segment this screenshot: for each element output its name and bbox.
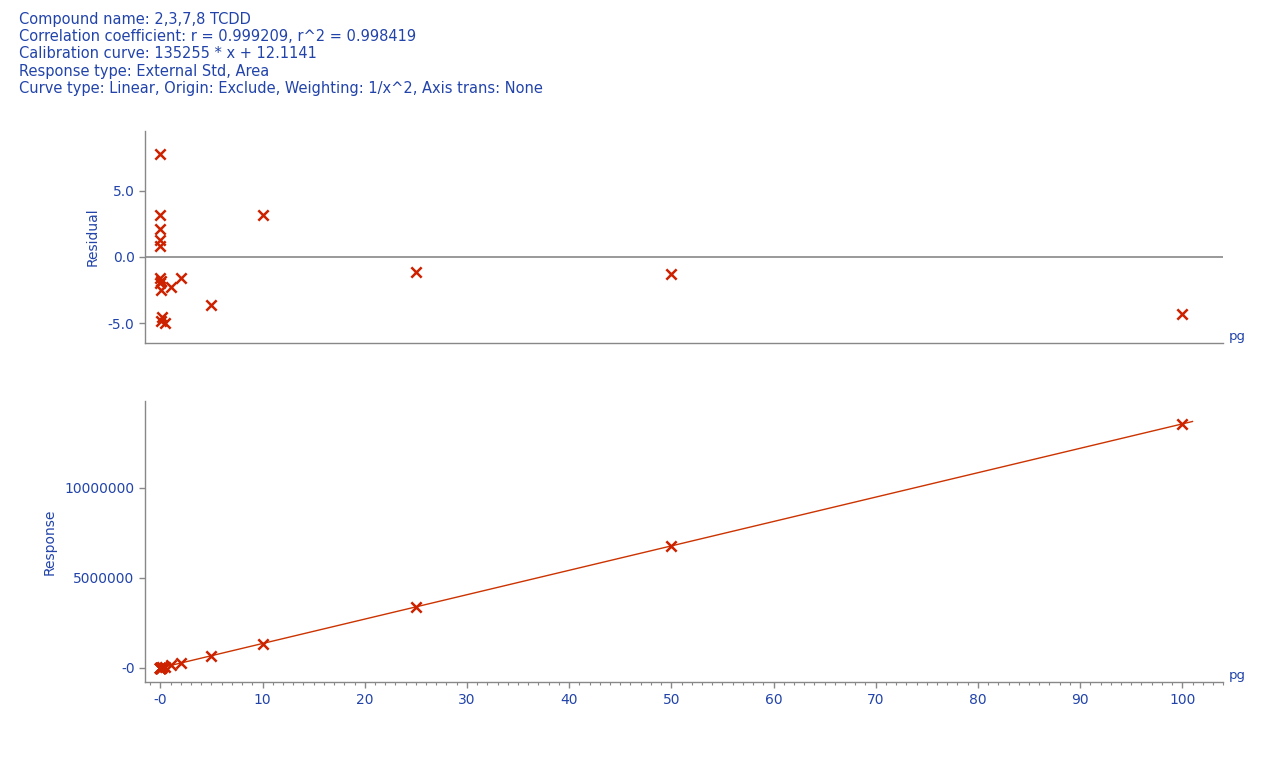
Point bbox=[252, 638, 272, 650]
Point bbox=[661, 540, 681, 552]
Point bbox=[252, 208, 272, 221]
Point bbox=[1173, 308, 1193, 320]
Point bbox=[155, 317, 175, 329]
Point bbox=[151, 662, 171, 674]
Point bbox=[150, 662, 170, 674]
Point bbox=[150, 272, 170, 284]
Point bbox=[150, 147, 170, 160]
Point bbox=[151, 662, 171, 674]
Y-axis label: Residual: Residual bbox=[86, 207, 100, 267]
Point bbox=[150, 662, 170, 674]
Point bbox=[406, 601, 426, 613]
Y-axis label: Response: Response bbox=[42, 508, 57, 575]
Point bbox=[150, 234, 170, 246]
Point bbox=[160, 659, 180, 672]
Point bbox=[150, 223, 170, 235]
Point bbox=[150, 662, 170, 674]
Text: pg: pg bbox=[1228, 669, 1246, 682]
Point bbox=[150, 208, 170, 221]
Point bbox=[150, 662, 170, 674]
Point bbox=[202, 298, 222, 311]
Point bbox=[202, 649, 222, 662]
Point bbox=[150, 662, 170, 674]
Text: Compound name: 2,3,7,8 TCDD
Correlation coefficient: r = 0.999209, r^2 = 0.99841: Compound name: 2,3,7,8 TCDD Correlation … bbox=[19, 12, 542, 96]
Point bbox=[153, 311, 173, 323]
Point bbox=[150, 274, 170, 287]
Point bbox=[150, 662, 170, 674]
Point bbox=[153, 662, 173, 674]
Point bbox=[1173, 418, 1193, 430]
Text: pg: pg bbox=[1228, 330, 1246, 343]
Point bbox=[406, 265, 426, 278]
Point bbox=[170, 657, 190, 669]
Point bbox=[150, 662, 170, 674]
Point bbox=[661, 268, 681, 281]
Point bbox=[160, 281, 180, 294]
Point bbox=[170, 272, 190, 284]
Point bbox=[151, 315, 171, 327]
Point bbox=[155, 661, 175, 673]
Point bbox=[150, 241, 170, 253]
Point bbox=[151, 284, 171, 296]
Point bbox=[150, 662, 170, 674]
Point bbox=[150, 278, 170, 290]
